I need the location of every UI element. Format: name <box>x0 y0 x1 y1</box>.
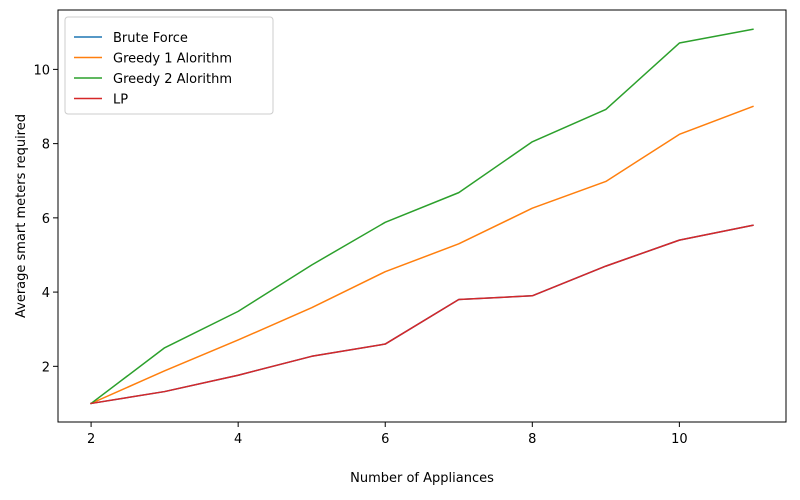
series-layer <box>90 28 754 405</box>
y-tick-label: 6 <box>42 212 50 227</box>
x-tick-label: 8 <box>528 432 536 447</box>
x-tick-label: 4 <box>234 432 242 447</box>
x-axis-ticks: 2 4 6 8 10 <box>87 422 688 447</box>
legend-label-greedy-2-alorithm: Greedy 2 Alorithm <box>113 72 232 87</box>
x-axis-label: Number of Appliances <box>350 471 494 486</box>
series-line-greedy-1-alorithm <box>90 105 754 405</box>
x-tick-label: 2 <box>87 432 95 447</box>
series-line-greedy-2-alorithm <box>90 28 754 405</box>
legend: Brute Force Greedy 1 Alorithm Greedy 2 Alo… <box>64 16 274 115</box>
legend-label-brute-force: Brute Force <box>113 31 188 46</box>
plot-frame <box>57 9 787 423</box>
y-tick-label: 10 <box>33 63 50 78</box>
y-tick-label: 4 <box>42 286 50 301</box>
x-tick-label: 6 <box>381 432 389 447</box>
y-axis-label: Average smart meters required <box>14 114 29 318</box>
x-tick-label: 10 <box>671 432 688 447</box>
legend-box <box>64 16 274 115</box>
series-line-lp <box>90 224 754 405</box>
y-axis-ticks: 2 4 6 8 10 <box>33 63 58 375</box>
y-tick-label: 8 <box>42 138 50 153</box>
legend-label-lp: LP <box>113 93 128 108</box>
legend-label-greedy-1-alorithm: Greedy 1 Alorithm <box>113 52 232 67</box>
y-tick-label: 2 <box>42 360 50 375</box>
